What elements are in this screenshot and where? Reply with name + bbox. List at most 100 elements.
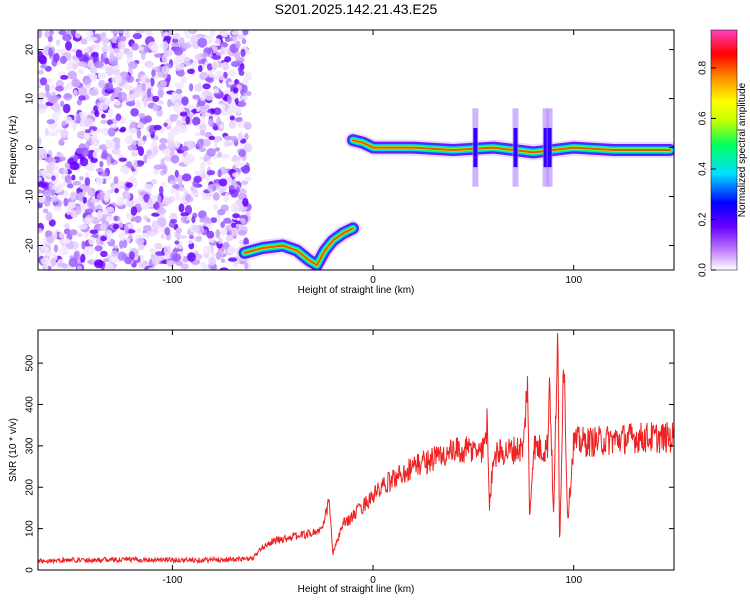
noise-blob [213, 38, 221, 45]
noise-blob [58, 30, 67, 36]
noise-blob [184, 153, 194, 161]
noise-blob [76, 99, 82, 106]
noise-blob [87, 59, 95, 69]
noise-blob [122, 239, 128, 249]
colorbar-ticks: 0.0 0.2 0.4 0.6 0.8 [698, 61, 716, 277]
noise-blob [235, 160, 240, 169]
noise-blob [224, 56, 232, 63]
noise-blob [90, 44, 96, 50]
noise-blob [125, 191, 131, 201]
noise-blob [105, 82, 114, 91]
colorbar-label: Normalized spectral amplitude [737, 82, 748, 217]
x-tick-label: 100 [565, 275, 582, 286]
noise-blob [206, 170, 216, 176]
noise-blob [55, 85, 64, 92]
noise-blob [208, 256, 217, 266]
noise-blob [180, 146, 189, 152]
spectrogram-x-axis-label: Height of straight line (km) [298, 285, 415, 296]
noise-blob [163, 245, 171, 256]
noise-blob [214, 147, 221, 152]
noise-blob [130, 127, 137, 135]
noise-blob [237, 100, 247, 108]
noise-blob [167, 99, 172, 108]
noise-blob [74, 32, 81, 39]
noise-blob [117, 30, 125, 34]
noise-blob [101, 149, 108, 159]
noise-blob [222, 30, 229, 38]
noise-blob [38, 108, 47, 114]
noise-blob [206, 148, 216, 157]
noise-blob [126, 49, 134, 60]
noise-blob [114, 188, 119, 194]
noise-blob [84, 129, 92, 134]
noise-blob [210, 30, 216, 37]
noise-blob [44, 198, 51, 207]
noise-blob [199, 72, 208, 81]
noise-blob [99, 160, 104, 168]
noise-blob [100, 171, 108, 177]
noise-blob [98, 144, 108, 151]
noise-blob [198, 65, 203, 72]
noise-blob [134, 215, 142, 223]
noise-blob [170, 154, 180, 164]
noise-blob [119, 240, 124, 249]
noise-blob [175, 88, 183, 95]
noise-blob [164, 227, 171, 236]
noise-blob [102, 52, 108, 59]
noise-blob [174, 169, 179, 178]
noise-blob [65, 40, 72, 51]
noise-blob [62, 263, 69, 269]
noise-blob [127, 144, 138, 151]
noise-blob [234, 51, 241, 60]
noise-blob [149, 247, 154, 254]
noise-blob [97, 73, 103, 79]
noise-blob [67, 183, 74, 189]
noise-blob [93, 43, 101, 50]
noise-blob [159, 79, 167, 87]
noise-blob [79, 157, 89, 167]
noise-blob [231, 227, 239, 237]
noise-blob [148, 41, 158, 50]
noise-blob [55, 39, 61, 46]
noise-blob [59, 55, 67, 65]
noise-blob [228, 185, 235, 191]
noise-blob [50, 84, 56, 91]
noise-blob [175, 260, 184, 266]
noise-blob [179, 111, 188, 117]
noise-blob [235, 40, 241, 49]
noise-blob [189, 59, 194, 64]
noise-blob [244, 142, 253, 153]
noise-blob [77, 223, 88, 230]
noise-blob [118, 231, 126, 241]
noise-blob [223, 135, 233, 140]
noise-blob [181, 76, 188, 84]
noise-blob [144, 30, 152, 36]
noise-blob [189, 104, 196, 109]
noise-blob [200, 94, 206, 102]
noise-blob [89, 89, 98, 96]
noise-blob [69, 229, 78, 236]
y-tick-label: 0 [25, 567, 36, 573]
noise-blob [232, 87, 239, 94]
noise-blob [68, 257, 78, 268]
noise-blob [174, 140, 181, 148]
noise-blob [46, 235, 55, 244]
y-tick-label: 10 [25, 93, 36, 105]
noise-blob [95, 168, 104, 172]
noise-blob [152, 103, 159, 112]
noise-blob [127, 223, 135, 229]
noise-blob [210, 108, 216, 114]
noise-blob [244, 133, 249, 141]
y-tick-label: 0 [25, 144, 36, 150]
noise-blob [201, 138, 211, 147]
noise-blob [145, 184, 154, 189]
noise-blob [107, 189, 115, 194]
noise-blob [178, 203, 185, 213]
noise-blob [47, 35, 53, 43]
noise-blob [76, 232, 83, 238]
noise-blob [172, 253, 182, 262]
noise-blob [116, 180, 126, 186]
noise-blob [100, 119, 108, 125]
noise-blob [141, 232, 151, 239]
noise-blob [102, 208, 108, 215]
